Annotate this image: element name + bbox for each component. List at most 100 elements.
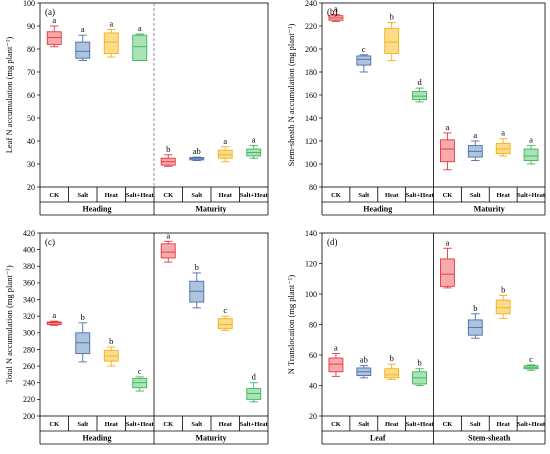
panel-c-heading-ck-category-label: CK — [49, 421, 59, 428]
panel-c-maturity-heat-category-label: Heat — [219, 421, 233, 428]
panel-d-leaf-salt-category-label: Salt — [358, 421, 370, 428]
panel-d-ytick-label: 60 — [309, 351, 317, 360]
panel-c-maturity-ck-significance-letter: a — [166, 230, 170, 240]
panel-a-group-label-maturity: Maturity — [195, 205, 226, 214]
panel-c-ytick-label: 200 — [23, 412, 35, 421]
panel-a-heading-ck-significance-letter: a — [52, 15, 56, 25]
panel-a-ytick-label: 100 — [23, 0, 35, 8]
panel-b-heading-salt-heat-box — [412, 91, 427, 101]
panel-c-ytick-label: 400 — [23, 245, 35, 254]
panel-c-group-label-heading: Heading — [83, 434, 112, 443]
panel-a-heading-salt-heat-box — [132, 34, 148, 61]
panel-c-maturity-ck-box — [160, 243, 176, 259]
panel-d-ytick-label: 80 — [309, 320, 317, 329]
panel-c-label: (c) — [45, 237, 55, 247]
panel-d-leaf-ck-category-label: CK — [331, 421, 341, 428]
panel-d-leaf-ck-box — [328, 357, 344, 373]
panel-b-maturity-heat-category-label: Heat — [497, 192, 511, 199]
panel-b-group-label-heading: Heading — [363, 205, 392, 214]
panel-d-group-label-leaf: Leaf — [370, 434, 386, 443]
panel-a-heading-ck-box — [46, 31, 62, 45]
panel-c-heading-salt-heat-category-label: Salt+Heat — [126, 421, 155, 428]
panel-a-heading-salt-category-label: Salt — [77, 192, 89, 199]
panel-c-maturity-heat-significance-letter: c — [223, 305, 227, 315]
panel-c-maturity-ck-category-label: CK — [163, 421, 173, 428]
panel-a-ytick-label: 90 — [27, 22, 35, 31]
panel-b-heading-salt-heat-significance-letter: d — [417, 77, 422, 87]
panel-b-heading-salt-category-label: Salt — [358, 192, 370, 199]
panel-c-heading-heat-category-label: Heat — [105, 421, 119, 428]
panel-d-ytick-label: 120 — [305, 259, 317, 268]
panel-a-ytick-label: 50 — [27, 114, 35, 123]
panel-d-ytick-label: 100 — [305, 290, 317, 299]
panel-d-leaf-salt-heat-category-label: Salt+Heat — [406, 421, 435, 428]
panel-a-ytick-label: 40 — [27, 137, 35, 146]
panel-d-leaf-ck-significance-letter: a — [334, 342, 338, 352]
panel-c-ylabel: Total N accumulation (mg plant⁻¹) — [4, 265, 14, 383]
panel-b-heading-salt-box — [356, 55, 372, 66]
panel-a-heading-heat-category-label: Heat — [105, 192, 119, 199]
panel-c-maturity-salt-significance-letter: b — [195, 262, 199, 272]
panel-d-label: (d) — [327, 237, 338, 247]
panel-c-maturity-heat-box — [217, 318, 233, 330]
panel-a-maturity-ck-significance-letter: b — [166, 144, 170, 154]
panel-c-ytick-label: 340 — [23, 295, 35, 304]
panel-d-ytick-label: 20 — [309, 412, 317, 421]
panel-a-chart: 20 30 40 50 60 70 80 90 100 Heading a CK a Salt a Heat a… — [4, 0, 269, 216]
panel-c-heading-salt-category-label: Salt — [77, 421, 89, 428]
panel-c-ytick-label: 260 — [23, 362, 35, 371]
panel-b-maturity-salt-category-label: Salt — [470, 192, 482, 199]
panel-b-maturity-ck-significance-letter: a — [446, 122, 450, 132]
panel-a-heading-ck-category-label: CK — [49, 192, 59, 199]
panel-d-leaf-heat-significance-letter: b — [390, 353, 394, 363]
panel-a-group-label-heading: Heading — [83, 205, 112, 214]
panel-a-maturity-salt-heat-category-label: Salt+Heat — [240, 192, 269, 199]
panel-a-maturity-heat-box — [217, 149, 233, 159]
panel-d-leaf-salt-significance-letter: ab — [360, 355, 368, 365]
panel-a-ytick-label: 70 — [27, 68, 35, 77]
panel-b-ytick-label: 220 — [305, 22, 317, 31]
panel-c-heading-salt-heat-significance-letter: c — [138, 366, 142, 376]
panel-b-maturity-salt-heat-box — [523, 148, 539, 162]
panel-d-ytick-label: 40 — [309, 381, 317, 390]
panel-b-heading-heat-significance-letter: b — [390, 12, 394, 22]
panel-a-maturity-heat-category-label: Heat — [219, 192, 233, 199]
panel-d-ytick-label: 140 — [305, 229, 317, 238]
panel-b-ytick-label: 160 — [305, 91, 317, 100]
panel-b-maturity-salt-heat-category-label: Salt+Heat — [517, 192, 546, 199]
panel-c-heading-heat-significance-letter: b — [109, 336, 113, 346]
panel-c-group-label-maturity: Maturity — [195, 434, 226, 443]
panel-c-heading-ck-significance-letter: a — [52, 310, 56, 320]
panel-b-heading-heat-category-label: Heat — [385, 192, 399, 199]
panel-d-stem-sheath-salt-heat-category-label: Salt+Heat — [517, 421, 546, 428]
panel-d-stem-sheath-heat-significance-letter: b — [501, 285, 505, 295]
panel-b-maturity-salt-significance-letter: a — [473, 130, 477, 140]
panel-a-heading-salt-box — [75, 41, 91, 59]
panel-b-heading-salt-heat-category-label: Salt+Heat — [406, 192, 435, 199]
panel-b-chart: 80 100 120 140 160 180 200 220 240 Heading a CK c Sal… — [286, 0, 546, 216]
panel-b-heading-salt-significance-letter: c — [362, 44, 366, 54]
panel-a-maturity-heat-significance-letter: a — [223, 136, 227, 146]
panel-d-stem-sheath-salt-significance-letter: b — [473, 303, 477, 313]
panel-a-heading-salt-heat-category-label: Salt+Heat — [126, 192, 155, 199]
panel-a-maturity-salt-category-label: Salt — [191, 192, 203, 199]
panel-c-ytick-label: 240 — [23, 379, 35, 388]
panel-a-maturity-ck-category-label: CK — [163, 192, 173, 199]
panel-d-leaf-heat-box — [384, 368, 400, 379]
panel-b-ytick-label: 200 — [305, 45, 317, 54]
panel-b-maturity-heat-significance-letter: a — [501, 128, 505, 138]
panel-c-ytick-label: 360 — [23, 279, 35, 288]
panel-a-ytick-label: 60 — [27, 91, 35, 100]
panel-c-heading-salt-significance-letter: b — [81, 312, 85, 322]
panel-a-heading-heat-significance-letter: a — [109, 18, 113, 28]
panel-d-leaf-salt-heat-significance-letter: b — [417, 358, 421, 368]
panel-c-maturity-salt-heat-significance-letter: d — [252, 372, 257, 382]
panel-b-heading-ck-category-label: CK — [331, 192, 341, 199]
panel-d-stem-sheath-salt-category-label: Salt — [470, 421, 482, 428]
panel-c-chart: 200 220 240 260 280 300 320 340 360 380 400 420 Head… — [4, 229, 269, 445]
panel-d-leaf-heat-category-label: Heat — [385, 421, 399, 428]
panel-d-chart: 20 40 60 80 100 120 140 Leaf a CK ab Salt b Heat b Salt… — [286, 229, 546, 445]
panel-c-ytick-label: 220 — [23, 395, 35, 404]
panel-d-ylabel: N Translocation (mg plant⁻¹) — [286, 275, 296, 375]
